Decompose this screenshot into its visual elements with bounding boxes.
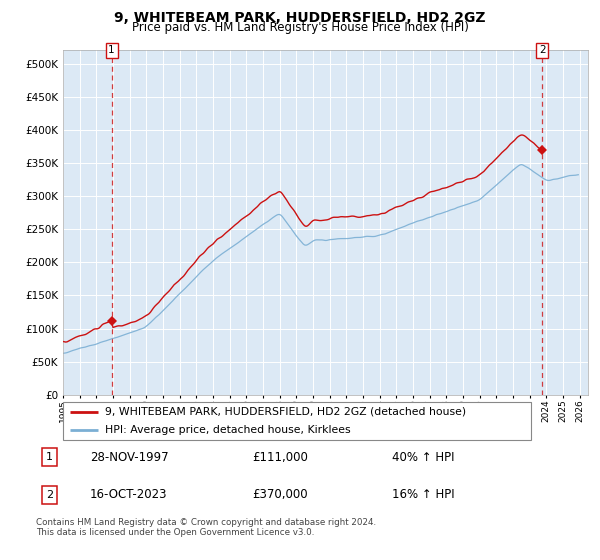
- Text: 40% ↑ HPI: 40% ↑ HPI: [392, 451, 455, 464]
- Text: Price paid vs. HM Land Registry's House Price Index (HPI): Price paid vs. HM Land Registry's House …: [131, 21, 469, 34]
- Text: 1: 1: [46, 452, 53, 462]
- Text: £111,000: £111,000: [252, 451, 308, 464]
- Text: Contains HM Land Registry data © Crown copyright and database right 2024.
This d: Contains HM Land Registry data © Crown c…: [36, 518, 376, 538]
- Text: 9, WHITEBEAM PARK, HUDDERSFIELD, HD2 2GZ (detached house): 9, WHITEBEAM PARK, HUDDERSFIELD, HD2 2GZ…: [105, 407, 466, 417]
- Text: 16% ↑ HPI: 16% ↑ HPI: [392, 488, 455, 501]
- Text: 28-NOV-1997: 28-NOV-1997: [90, 451, 169, 464]
- Text: 9, WHITEBEAM PARK, HUDDERSFIELD, HD2 2GZ: 9, WHITEBEAM PARK, HUDDERSFIELD, HD2 2GZ: [114, 11, 486, 25]
- Text: 1: 1: [108, 45, 115, 55]
- Text: 2: 2: [539, 45, 545, 55]
- Text: HPI: Average price, detached house, Kirklees: HPI: Average price, detached house, Kirk…: [105, 425, 351, 435]
- FancyBboxPatch shape: [63, 402, 531, 440]
- Text: 16-OCT-2023: 16-OCT-2023: [90, 488, 167, 501]
- Text: £370,000: £370,000: [252, 488, 308, 501]
- Text: 2: 2: [46, 490, 53, 500]
